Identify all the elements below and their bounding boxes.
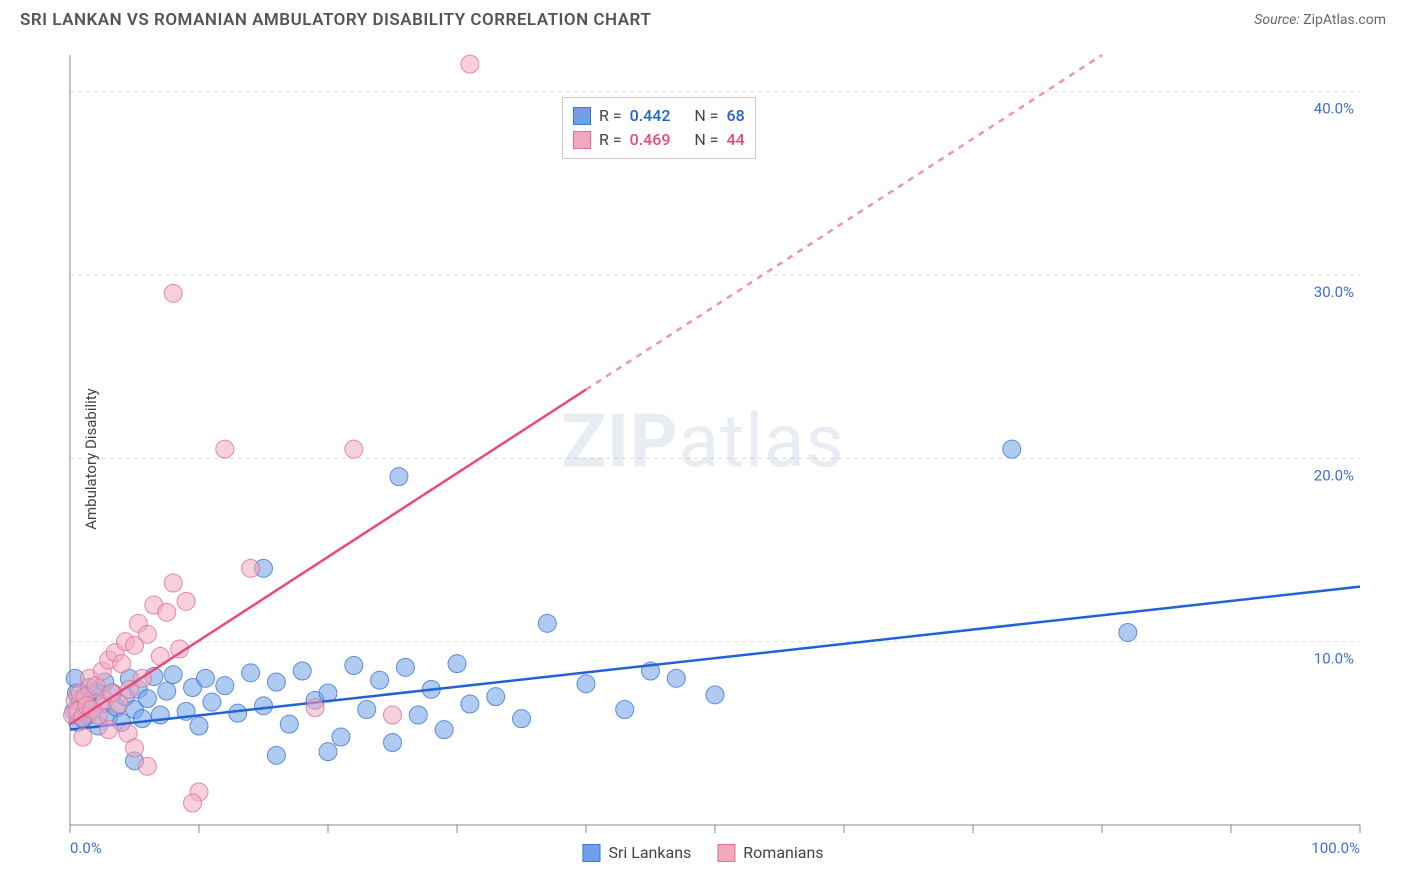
data-point — [267, 673, 285, 691]
data-point — [461, 695, 479, 713]
data-point — [113, 655, 131, 673]
data-point — [306, 699, 324, 717]
data-point — [229, 704, 247, 722]
data-point — [190, 717, 208, 735]
data-point — [384, 734, 402, 752]
data-point — [390, 468, 408, 486]
legend-item: Sri Lankans — [582, 843, 691, 862]
data-point — [196, 669, 214, 687]
series-swatch — [573, 131, 591, 149]
r-value: 0.469 — [630, 128, 671, 152]
data-point — [706, 686, 724, 704]
legend-label: Romanians — [743, 843, 823, 862]
data-point — [1003, 440, 1021, 458]
x-tick-label: 100.0% — [1311, 839, 1360, 857]
data-point — [158, 603, 176, 621]
data-point — [358, 701, 376, 719]
data-point — [74, 728, 92, 746]
y-axis-label: Ambulatory Disability — [82, 388, 100, 530]
r-label: R = — [599, 104, 622, 128]
data-point — [203, 693, 221, 711]
data-point — [487, 688, 505, 706]
data-point — [577, 675, 595, 693]
data-point — [538, 614, 556, 632]
x-tick-label: 0.0% — [70, 839, 102, 857]
data-point — [448, 655, 466, 673]
data-point — [164, 574, 182, 592]
data-point — [164, 666, 182, 684]
chart-area: Ambulatory Disability 10.0% 20.0% 30.0% 40.… — [20, 45, 1386, 872]
n-value: 44 — [727, 128, 745, 152]
data-point — [138, 690, 156, 708]
legend-swatch — [717, 844, 735, 862]
series-legend: Sri Lankans Romanians — [582, 843, 823, 862]
data-point — [158, 682, 176, 700]
data-point — [409, 706, 427, 724]
source-name: ZipAtlas.com — [1303, 12, 1386, 28]
data-point — [319, 743, 337, 761]
data-point — [396, 658, 414, 676]
legend-item: Romanians — [717, 843, 823, 862]
y-tick-label: 40.0% — [1314, 100, 1354, 118]
data-point — [384, 706, 402, 724]
chart-source: Source: ZipAtlas.com — [1254, 12, 1386, 28]
data-point — [616, 701, 634, 719]
y-tick-label: 30.0% — [1314, 283, 1354, 301]
stats-legend: R = 0.442 N = 68R = 0.469 N = 44 — [562, 97, 756, 159]
legend-label: Sri Lankans — [608, 843, 691, 862]
regression-line — [70, 390, 586, 725]
data-point — [138, 757, 156, 775]
data-point — [138, 625, 156, 643]
chart-title: SRI LANKAN VS ROMANIAN AMBULATORY DISABI… — [20, 10, 651, 30]
series-swatch — [573, 107, 591, 125]
data-point — [332, 728, 350, 746]
r-value: 0.442 — [630, 104, 671, 128]
data-point — [216, 440, 234, 458]
data-point — [242, 559, 260, 577]
data-point — [126, 739, 144, 757]
n-label: N = — [694, 128, 718, 152]
data-point — [513, 710, 531, 728]
data-point — [216, 677, 234, 695]
data-point — [293, 662, 311, 680]
data-point — [242, 664, 260, 682]
data-point — [177, 592, 195, 610]
n-value: 68 — [727, 104, 745, 128]
data-point — [345, 657, 363, 675]
y-tick-label: 10.0% — [1314, 650, 1354, 668]
stats-row: R = 0.469 N = 44 — [573, 128, 745, 152]
data-point — [184, 794, 202, 812]
data-point — [133, 710, 151, 728]
data-point — [164, 284, 182, 302]
regression-line — [70, 587, 1360, 730]
data-point — [1119, 624, 1137, 642]
data-point — [267, 746, 285, 764]
data-point — [255, 697, 273, 715]
n-label: N = — [694, 104, 718, 128]
data-point — [100, 721, 118, 739]
y-tick-label: 20.0% — [1314, 466, 1354, 484]
source-label: Source: — [1254, 12, 1299, 28]
data-point — [435, 721, 453, 739]
legend-swatch — [582, 844, 600, 862]
data-point — [667, 669, 685, 687]
scatter-chart: 10.0% 20.0% 30.0% 40.0% 0.0% 100.0% — [20, 45, 1380, 865]
r-label: R = — [599, 128, 622, 152]
data-point — [345, 440, 363, 458]
data-point — [371, 671, 389, 689]
data-point — [280, 715, 298, 733]
data-point — [461, 55, 479, 73]
stats-row: R = 0.442 N = 68 — [573, 104, 745, 128]
